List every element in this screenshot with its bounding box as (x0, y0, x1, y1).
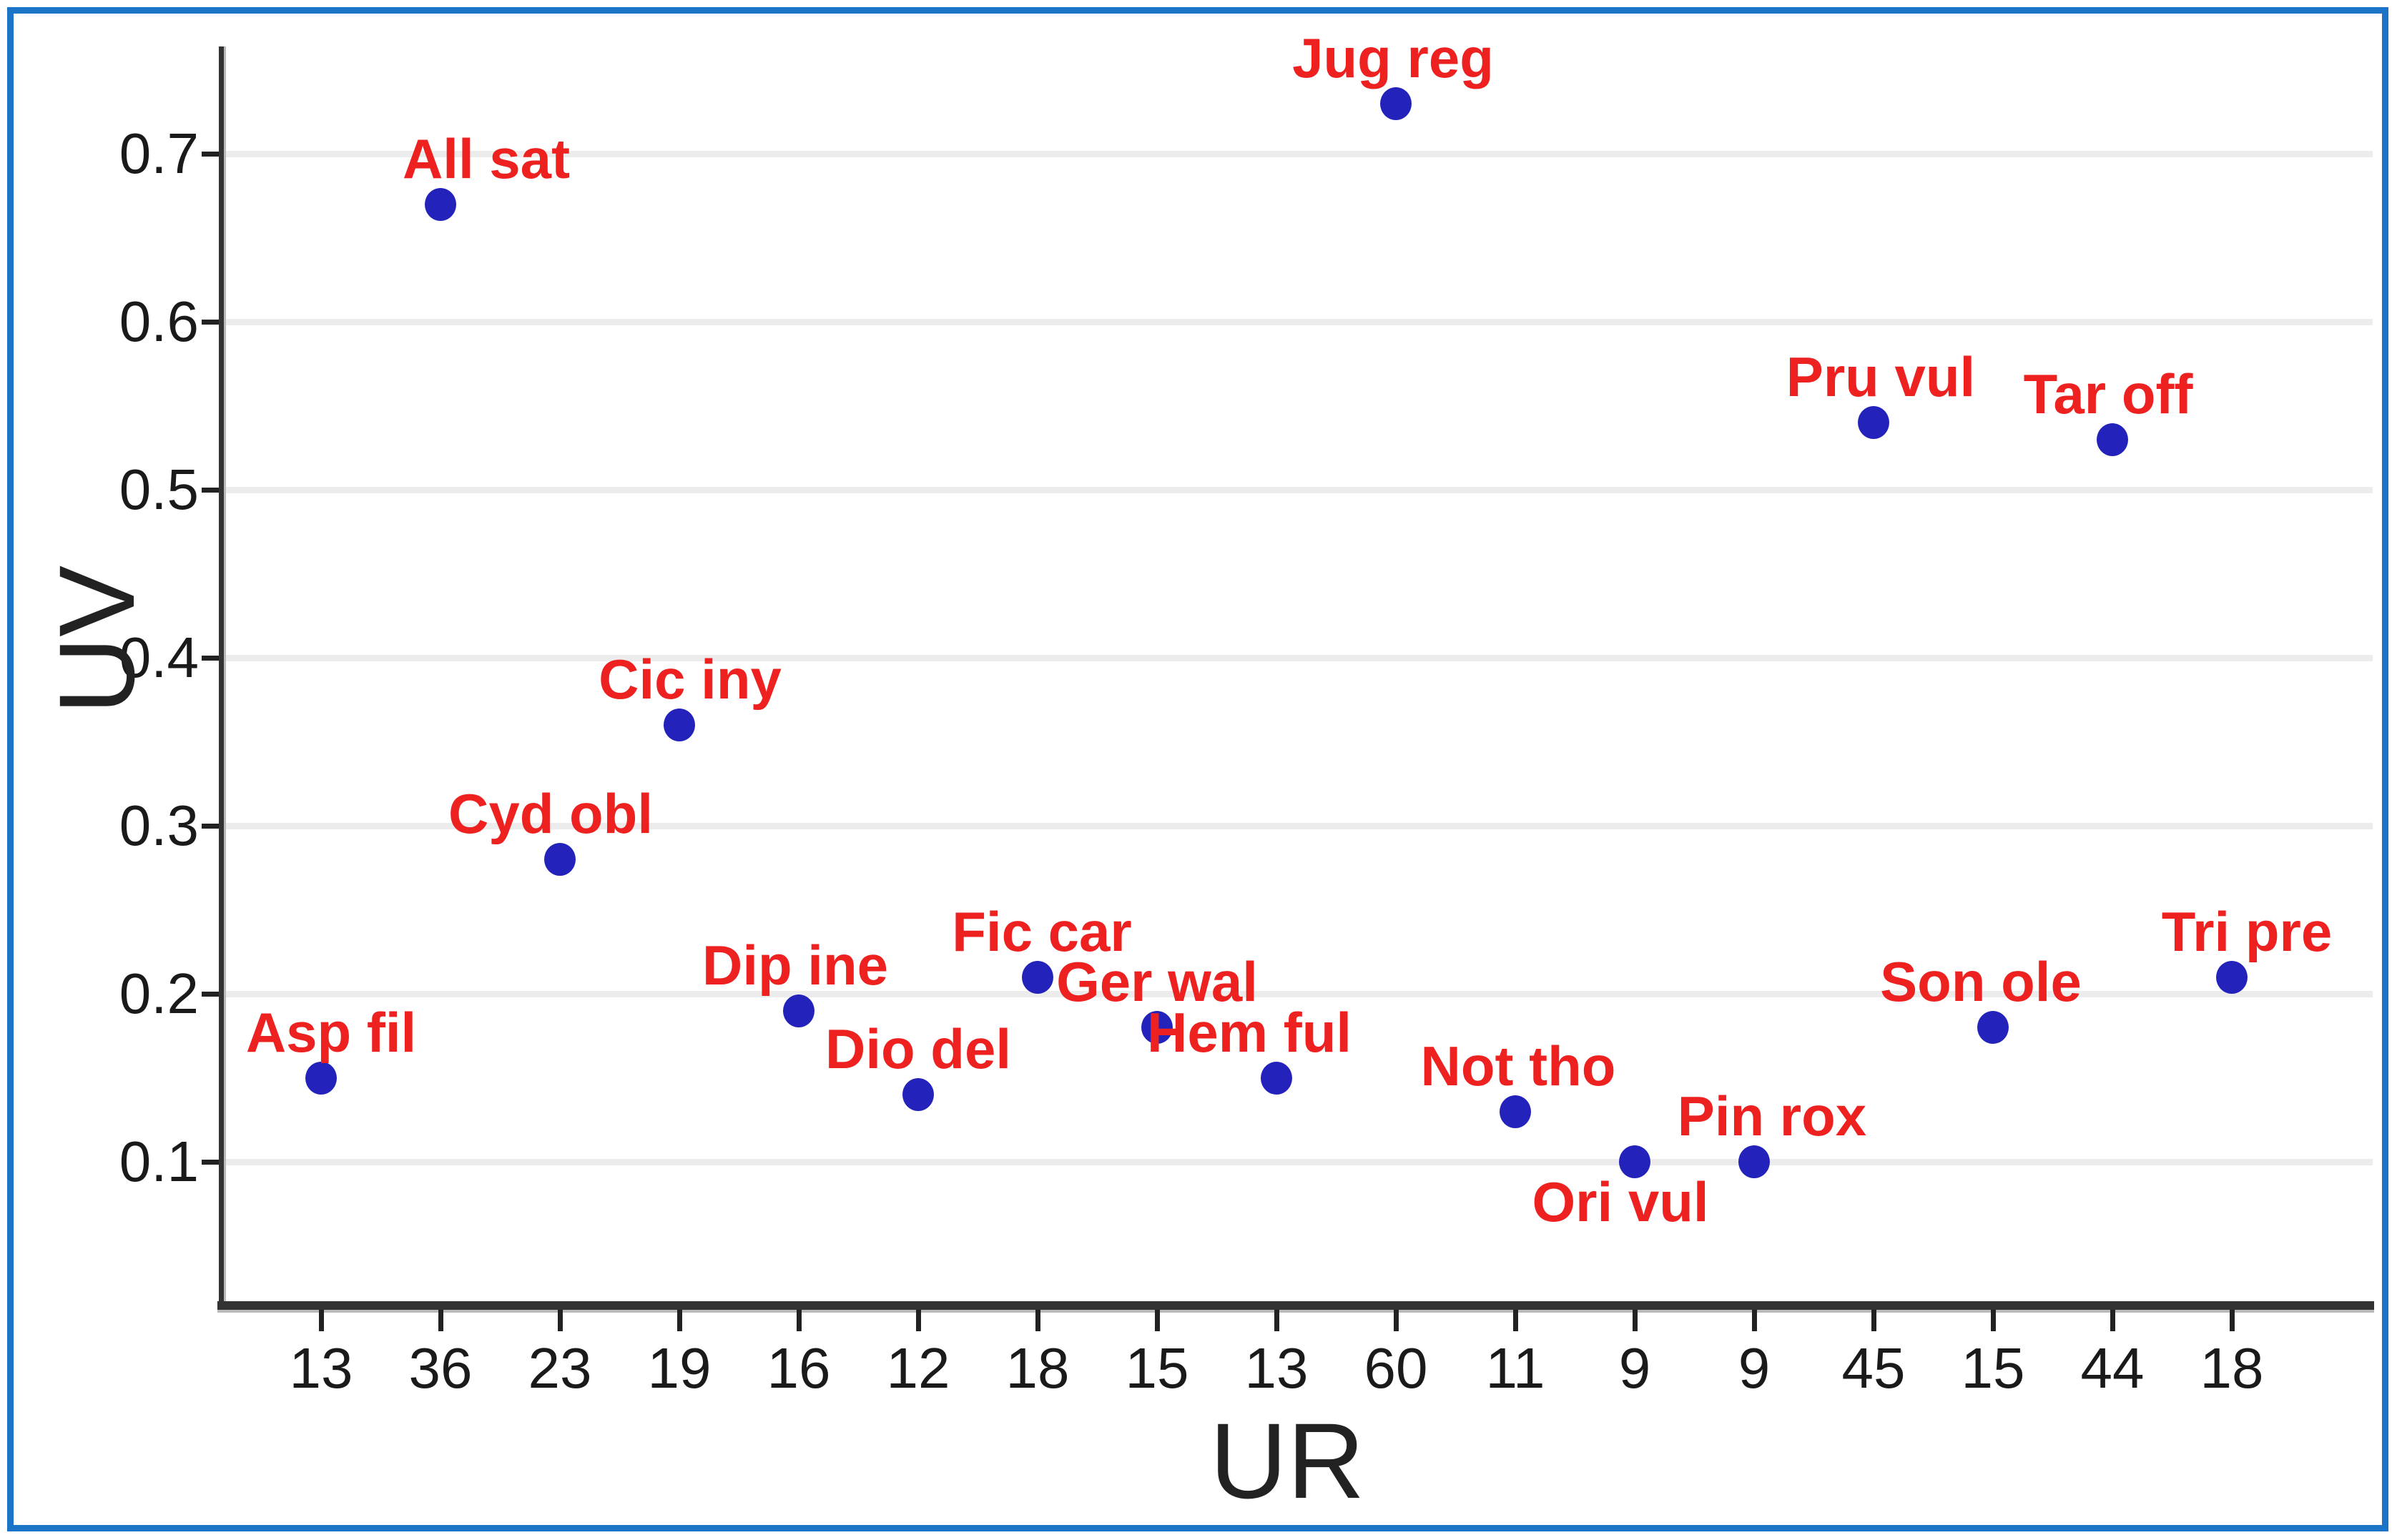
y-tick-label: 0.7 (119, 122, 199, 185)
y-axis-tick (202, 320, 223, 325)
y-gridline (222, 487, 2373, 493)
data-point-label: Fic car (952, 899, 1132, 963)
data-point-label: Pin rox (1677, 1085, 1867, 1147)
x-tick-label: 44 (2080, 1336, 2145, 1400)
y-axis-tick (202, 824, 223, 829)
x-axis-tick (2230, 1310, 2235, 1331)
data-point-label: Tri pre (2161, 899, 2333, 963)
y-tick-label: 0.4 (119, 626, 199, 689)
x-axis-tick (1394, 1310, 1399, 1331)
data-point-label: Ori vul (1532, 1170, 1709, 1233)
data-point-label: Cic iny (599, 648, 782, 711)
y-gridline (222, 655, 2373, 661)
data-point-dot (1380, 87, 1412, 120)
data-point-label: Pru vul (1786, 345, 1976, 408)
x-tick-label: 36 (408, 1336, 473, 1400)
x-axis-tick (1871, 1310, 1876, 1331)
x-tick-label: 23 (528, 1336, 592, 1400)
data-point-dot (1977, 1011, 2009, 1044)
x-axis-tick (1752, 1310, 1757, 1331)
x-tick-label: 15 (1125, 1336, 1189, 1400)
y-gridline (222, 151, 2373, 157)
x-tick-label: 12 (886, 1336, 950, 1400)
data-point-dot (425, 187, 456, 221)
data-point-label: All sat (402, 127, 571, 190)
x-axis-tick (558, 1310, 563, 1331)
data-point-dot (2097, 423, 2128, 456)
x-axis-title: UR (1209, 1401, 1365, 1521)
y-gridline (222, 319, 2373, 325)
y-axis-tick (202, 992, 223, 997)
x-tick-label: 16 (767, 1336, 831, 1400)
x-tick-label: 18 (2200, 1336, 2264, 1400)
x-axis-tick (797, 1310, 802, 1331)
data-point-dot (783, 994, 814, 1027)
y-axis-tick (202, 152, 223, 157)
y-tick-label: 0.1 (119, 1130, 199, 1193)
y-gridline (222, 823, 2373, 829)
x-axis-tick (1155, 1310, 1160, 1331)
y-gridline (222, 991, 2373, 997)
data-point-dot (902, 1078, 934, 1111)
x-tick-label: 11 (1485, 1336, 1545, 1400)
data-point-label: Jug reg (1292, 26, 1494, 89)
outer-border-frame (7, 7, 2388, 1531)
data-point-label: Hem ful (1146, 1000, 1352, 1064)
x-axis-tick (1991, 1310, 1996, 1331)
data-point-dot (1858, 406, 1889, 439)
x-axis-tick (1274, 1310, 1279, 1331)
x-tick-label: 45 (1841, 1336, 1906, 1400)
data-point-dot (544, 843, 576, 876)
data-point-label: Not tho (1420, 1034, 1616, 1097)
data-point-label: Tar off (2023, 362, 2193, 425)
y-axis-tick (202, 1160, 223, 1165)
x-tick-label: 13 (1244, 1336, 1309, 1400)
data-point-label: Dip ine (702, 933, 889, 997)
x-axis-tick (1633, 1310, 1638, 1331)
y-tick-label: 0.3 (119, 794, 199, 857)
data-point-label: Asp fil (245, 1000, 417, 1064)
data-point-label: Ger wal (1056, 950, 1258, 1013)
x-axis-tick (677, 1310, 682, 1331)
x-tick-label: 19 (647, 1336, 712, 1400)
y-tick-label: 0.2 (119, 962, 199, 1025)
y-axis-title: UV (36, 565, 157, 715)
x-axis-tick (438, 1310, 443, 1331)
x-axis-tick (916, 1310, 921, 1331)
y-tick-label: 0.6 (119, 290, 199, 353)
data-point-dot (1500, 1095, 1531, 1128)
y-axis-tick (202, 488, 223, 493)
data-point-dot (1738, 1145, 1770, 1178)
y-gridline (222, 1159, 2373, 1165)
x-tick-label: 9 (1738, 1336, 1771, 1400)
y-tick-label: 0.5 (119, 458, 199, 521)
data-point-dot (305, 1061, 337, 1095)
x-tick-label: 60 (1364, 1336, 1428, 1400)
x-tick-label: 13 (289, 1336, 353, 1400)
x-tick-label: 15 (1961, 1336, 2025, 1400)
x-tick-label: 9 (1618, 1336, 1651, 1400)
y-axis-tick (202, 656, 223, 661)
x-axis-tick (1035, 1310, 1040, 1331)
x-axis-tick (1513, 1310, 1518, 1331)
data-point-label: Son ole (1880, 950, 2082, 1013)
y-axis-line (219, 46, 224, 1310)
data-point-dot (1141, 1011, 1173, 1044)
data-point-label: Dio del (825, 1017, 1012, 1080)
data-point-dot (1261, 1061, 1292, 1095)
x-tick-label: 18 (1005, 1336, 1070, 1400)
data-point-dot (2216, 960, 2248, 994)
data-point-dot (1022, 960, 1053, 994)
data-point-dot (664, 709, 695, 741)
x-axis-line (217, 1301, 2374, 1310)
x-axis-tick (319, 1310, 324, 1331)
data-point-label: Cyd obl (448, 782, 653, 845)
data-point-dot (1619, 1145, 1650, 1178)
x-axis-tick (2110, 1310, 2115, 1331)
